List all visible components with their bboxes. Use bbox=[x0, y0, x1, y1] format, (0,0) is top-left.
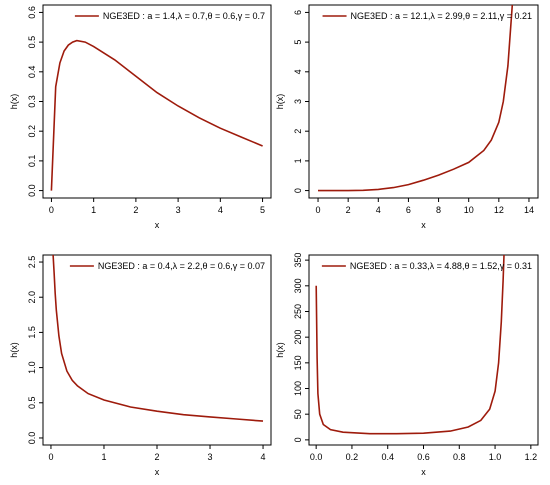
y-tick-label: 1.5 bbox=[27, 326, 37, 339]
y-tick-label: 6 bbox=[293, 10, 303, 15]
x-tick-label: 4 bbox=[261, 452, 266, 462]
hazard-curve bbox=[52, 255, 264, 422]
x-tick-label: 3 bbox=[208, 452, 213, 462]
y-tick-label: 0.1 bbox=[27, 155, 37, 168]
y-tick-label: 0 bbox=[293, 188, 303, 193]
x-tick-label: 4 bbox=[376, 205, 381, 215]
y-tick-label: 50 bbox=[293, 409, 303, 419]
y-tick-label: 0.2 bbox=[27, 125, 37, 138]
y-tick-label: 100 bbox=[293, 381, 303, 396]
x-tick-label: 1.0 bbox=[489, 452, 502, 462]
x-axis-label: x bbox=[155, 220, 160, 230]
y-tick-label: 0 bbox=[293, 437, 303, 442]
panel-4: 0.0 0.2 0.4 0.6 0.8 1.0 1.2 0 50 100 150 200 250 300 3… bbox=[275, 253, 539, 477]
y-tick-label: 0.5 bbox=[27, 397, 37, 410]
y-tick-label: 250 bbox=[293, 304, 303, 319]
y-tick-label: 4 bbox=[293, 69, 303, 74]
x-tick-label: 8 bbox=[436, 205, 441, 215]
x-tick-label: 4 bbox=[218, 205, 223, 215]
x-tick-label: 1 bbox=[101, 452, 106, 462]
x-tick-label: 0.4 bbox=[381, 452, 394, 462]
y-tick-label: 1.0 bbox=[27, 361, 37, 374]
x-tick-label: 0 bbox=[316, 205, 321, 215]
y-tick-label: 5 bbox=[293, 40, 303, 45]
y-tick-label: 300 bbox=[293, 278, 303, 293]
y-tick-label: 2 bbox=[293, 129, 303, 134]
y-tick-label: 0.5 bbox=[27, 36, 37, 49]
x-tick-label: 12 bbox=[494, 205, 504, 215]
y-tick-label: 3 bbox=[293, 99, 303, 104]
hazard-curve bbox=[318, 5, 514, 192]
hazard-curve bbox=[315, 255, 505, 435]
y-tick-label: 350 bbox=[293, 253, 303, 268]
x-axis-label: x bbox=[421, 467, 426, 477]
x-tick-label: 0.0 bbox=[310, 452, 323, 462]
y-axis-label: h(x) bbox=[9, 94, 19, 110]
x-axis-label: x bbox=[155, 467, 160, 477]
x-axis-label: x bbox=[421, 220, 426, 230]
x-tick-label: 14 bbox=[524, 205, 534, 215]
panel-3: 0 1 2 3 4 0.0 0.5 1.0 1.5 2.0 2.5 x h(x) NGE3ED : a =… bbox=[9, 254, 272, 477]
legend-label: NGE3ED : a = 0.33,λ = 4.88,θ = 1.52,γ = … bbox=[350, 261, 532, 271]
x-tick-label: 3 bbox=[176, 205, 181, 215]
x-tick-label: 5 bbox=[260, 205, 265, 215]
x-tick-label: 0 bbox=[49, 205, 54, 215]
y-tick-label: 0.6 bbox=[27, 6, 37, 19]
x-tick-label: 10 bbox=[464, 205, 474, 215]
x-tick-label: 2 bbox=[154, 452, 159, 462]
y-axis-label: h(x) bbox=[9, 342, 19, 358]
x-tick-label: 0.6 bbox=[417, 452, 430, 462]
legend-label: NGE3ED : a = 0.4,λ = 2.2,θ = 0.6,γ = 0.0… bbox=[98, 261, 265, 271]
x-tick-label: 1.2 bbox=[525, 452, 538, 462]
y-axis-label: h(x) bbox=[275, 342, 285, 358]
y-tick-label: 0.4 bbox=[27, 66, 37, 79]
y-tick-label: 0.3 bbox=[27, 95, 37, 108]
legend-label: NGE3ED : a = 1.4,λ = 0.7,θ = 0.6,γ = 0.7 bbox=[103, 11, 265, 21]
y-tick-label: 0.0 bbox=[27, 432, 37, 445]
x-tick-label: 0.8 bbox=[453, 452, 466, 462]
y-axis-label: h(x) bbox=[275, 94, 285, 110]
x-tick-label: 6 bbox=[406, 205, 411, 215]
x-tick-label: 0 bbox=[48, 452, 53, 462]
y-tick-label: 2.0 bbox=[27, 291, 37, 304]
plot-frame bbox=[42, 4, 272, 199]
legend-label: NGE3ED : a = 12.1,λ = 2.99,θ = 2.11,γ = … bbox=[351, 11, 532, 21]
x-tick-label: 2 bbox=[133, 205, 138, 215]
y-tick-label: 1 bbox=[293, 158, 303, 163]
plot-frame bbox=[42, 254, 272, 446]
y-tick-label: 150 bbox=[293, 355, 303, 370]
x-tick-label: 0.2 bbox=[346, 452, 359, 462]
hazard-curve bbox=[50, 39, 263, 191]
y-tick-label: 2.5 bbox=[27, 256, 37, 269]
y-tick-label: 0.0 bbox=[27, 184, 37, 197]
x-tick-label: 2 bbox=[346, 205, 351, 215]
y-tick-label: 200 bbox=[293, 330, 303, 345]
x-tick-label: 1 bbox=[91, 205, 96, 215]
panel-1: 0 1 2 3 4 5 0.0 0.1 0.2 0.3 0.4 0.5 0.6 x h(x) NGE3ED :… bbox=[9, 4, 272, 230]
